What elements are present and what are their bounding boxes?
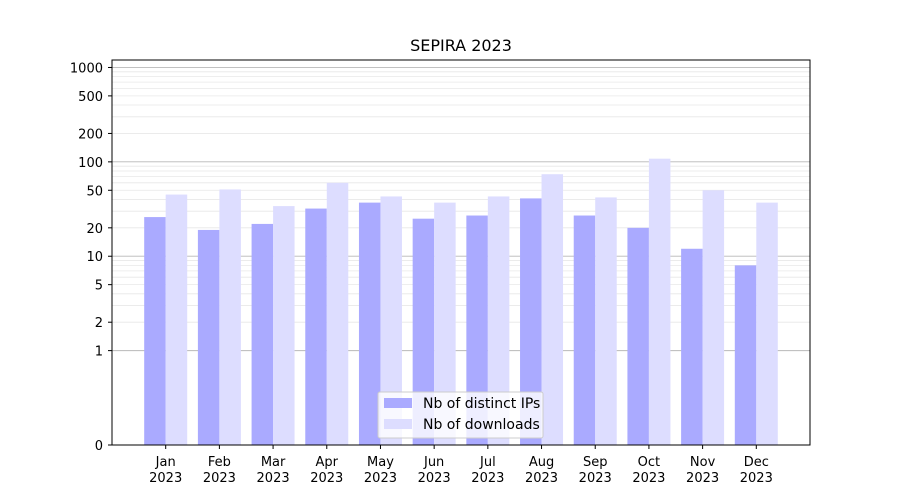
legend: Nb of distinct IPs Nb of downloads	[377, 391, 544, 439]
x-tick-label-line: Sep	[583, 455, 608, 470]
bar-distinct-ips	[197, 229, 220, 445]
x-tick-label-line: Nov	[690, 455, 716, 470]
x-tick-label-line: 2023	[632, 471, 665, 486]
x-tick-label-line: Mar	[261, 455, 286, 470]
x-tick-label: Nov 2023	[686, 455, 719, 486]
x-tick-label-line: Dec	[744, 455, 769, 470]
legend-box	[377, 391, 544, 439]
x-tick-label-line: 2023	[471, 471, 504, 486]
chart-title: SEPIRA 2023	[410, 36, 512, 55]
y-axis: 0 1 2 5 10 20 50 100 200 500 1000	[70, 61, 112, 454]
bar-distinct-ips	[358, 202, 381, 445]
bars-layer	[144, 158, 778, 445]
y-tick-label: 1	[95, 345, 103, 360]
y-tick-label: 200	[78, 127, 103, 142]
x-tick-label-line: 2023	[364, 471, 397, 486]
bar-distinct-ips	[520, 198, 542, 445]
x-tick-label-line: 2023	[579, 471, 612, 486]
bar-distinct-ips	[627, 227, 649, 445]
legend-swatch-distinct-ips	[384, 398, 412, 408]
x-tick-label-line: Jan	[155, 455, 176, 470]
x-tick-label: May 2023	[364, 455, 397, 486]
x-tick-label-line: Jul	[479, 455, 496, 470]
x-tick-label-line: 2023	[418, 471, 451, 486]
x-tick-label: Apr 2023	[310, 455, 343, 486]
x-tick-label: Aug 2023	[525, 455, 558, 486]
y-tick-label: 10	[86, 250, 103, 265]
y-tick-label: 5	[95, 279, 103, 294]
bar-downloads	[273, 206, 295, 445]
y-tick-label: 20	[86, 222, 103, 237]
x-tick-label-line: 2023	[257, 471, 290, 486]
legend-swatch-downloads	[384, 419, 412, 429]
legend-label-distinct-ips: Nb of distinct IPs	[423, 396, 540, 412]
x-tick-label: Feb 2023	[203, 455, 236, 486]
bar-downloads	[380, 196, 402, 445]
x-tick-label: Jul 2023	[471, 455, 504, 486]
x-tick-label-line: 2023	[149, 471, 182, 486]
y-tick-label: 2	[95, 316, 103, 331]
bar-downloads	[756, 202, 778, 445]
bar-distinct-ips	[412, 218, 435, 445]
x-tick-label: Jan 2023	[149, 455, 182, 486]
x-tick-label-line: Aug	[529, 455, 554, 470]
y-tick-label: 50	[86, 184, 103, 199]
bar-downloads	[702, 190, 725, 445]
bar-distinct-ips	[305, 208, 327, 445]
x-tick-label-line: Jun	[423, 455, 444, 470]
x-tick-label-line: 2023	[203, 471, 236, 486]
bar-downloads	[487, 196, 510, 445]
bar-downloads	[219, 189, 241, 445]
x-tick-label: Mar 2023	[257, 455, 290, 486]
bar-downloads	[326, 182, 349, 445]
y-tick-label: 0	[95, 439, 103, 454]
bar-distinct-ips	[573, 215, 596, 445]
bar-downloads	[541, 174, 564, 445]
y-tick-label: 100	[78, 156, 103, 171]
x-tick-label-line: 2023	[740, 471, 773, 486]
y-tick-label: 500	[78, 90, 103, 105]
x-tick-label-line: May	[367, 455, 394, 470]
y-tick-label: 1000	[70, 61, 103, 76]
bar-distinct-ips	[466, 215, 488, 445]
bar-distinct-ips	[681, 248, 703, 445]
x-tick-label: Oct 2023	[632, 455, 665, 486]
x-tick-label-line: 2023	[686, 471, 719, 486]
bar-distinct-ips	[144, 217, 166, 445]
legend-label-downloads: Nb of downloads	[423, 417, 540, 433]
x-tick-label-line: 2023	[310, 471, 343, 486]
bar-distinct-ips	[251, 223, 274, 445]
x-tick-label-line: Apr	[316, 455, 339, 470]
x-tick-label: Dec 2023	[740, 455, 773, 486]
bar-downloads	[165, 194, 188, 445]
bar-downloads	[648, 158, 671, 445]
bar-distinct-ips	[734, 265, 757, 445]
x-tick-label-line: Oct	[638, 455, 660, 470]
x-tick-label-line: Feb	[208, 455, 231, 470]
x-tick-label: Sep 2023	[579, 455, 612, 486]
bar-downloads	[595, 197, 617, 445]
x-tick-label-line: 2023	[525, 471, 558, 486]
plot-frame	[111, 59, 811, 446]
x-tick-label: Jun 2023	[418, 455, 451, 486]
bar-downloads	[434, 202, 456, 445]
